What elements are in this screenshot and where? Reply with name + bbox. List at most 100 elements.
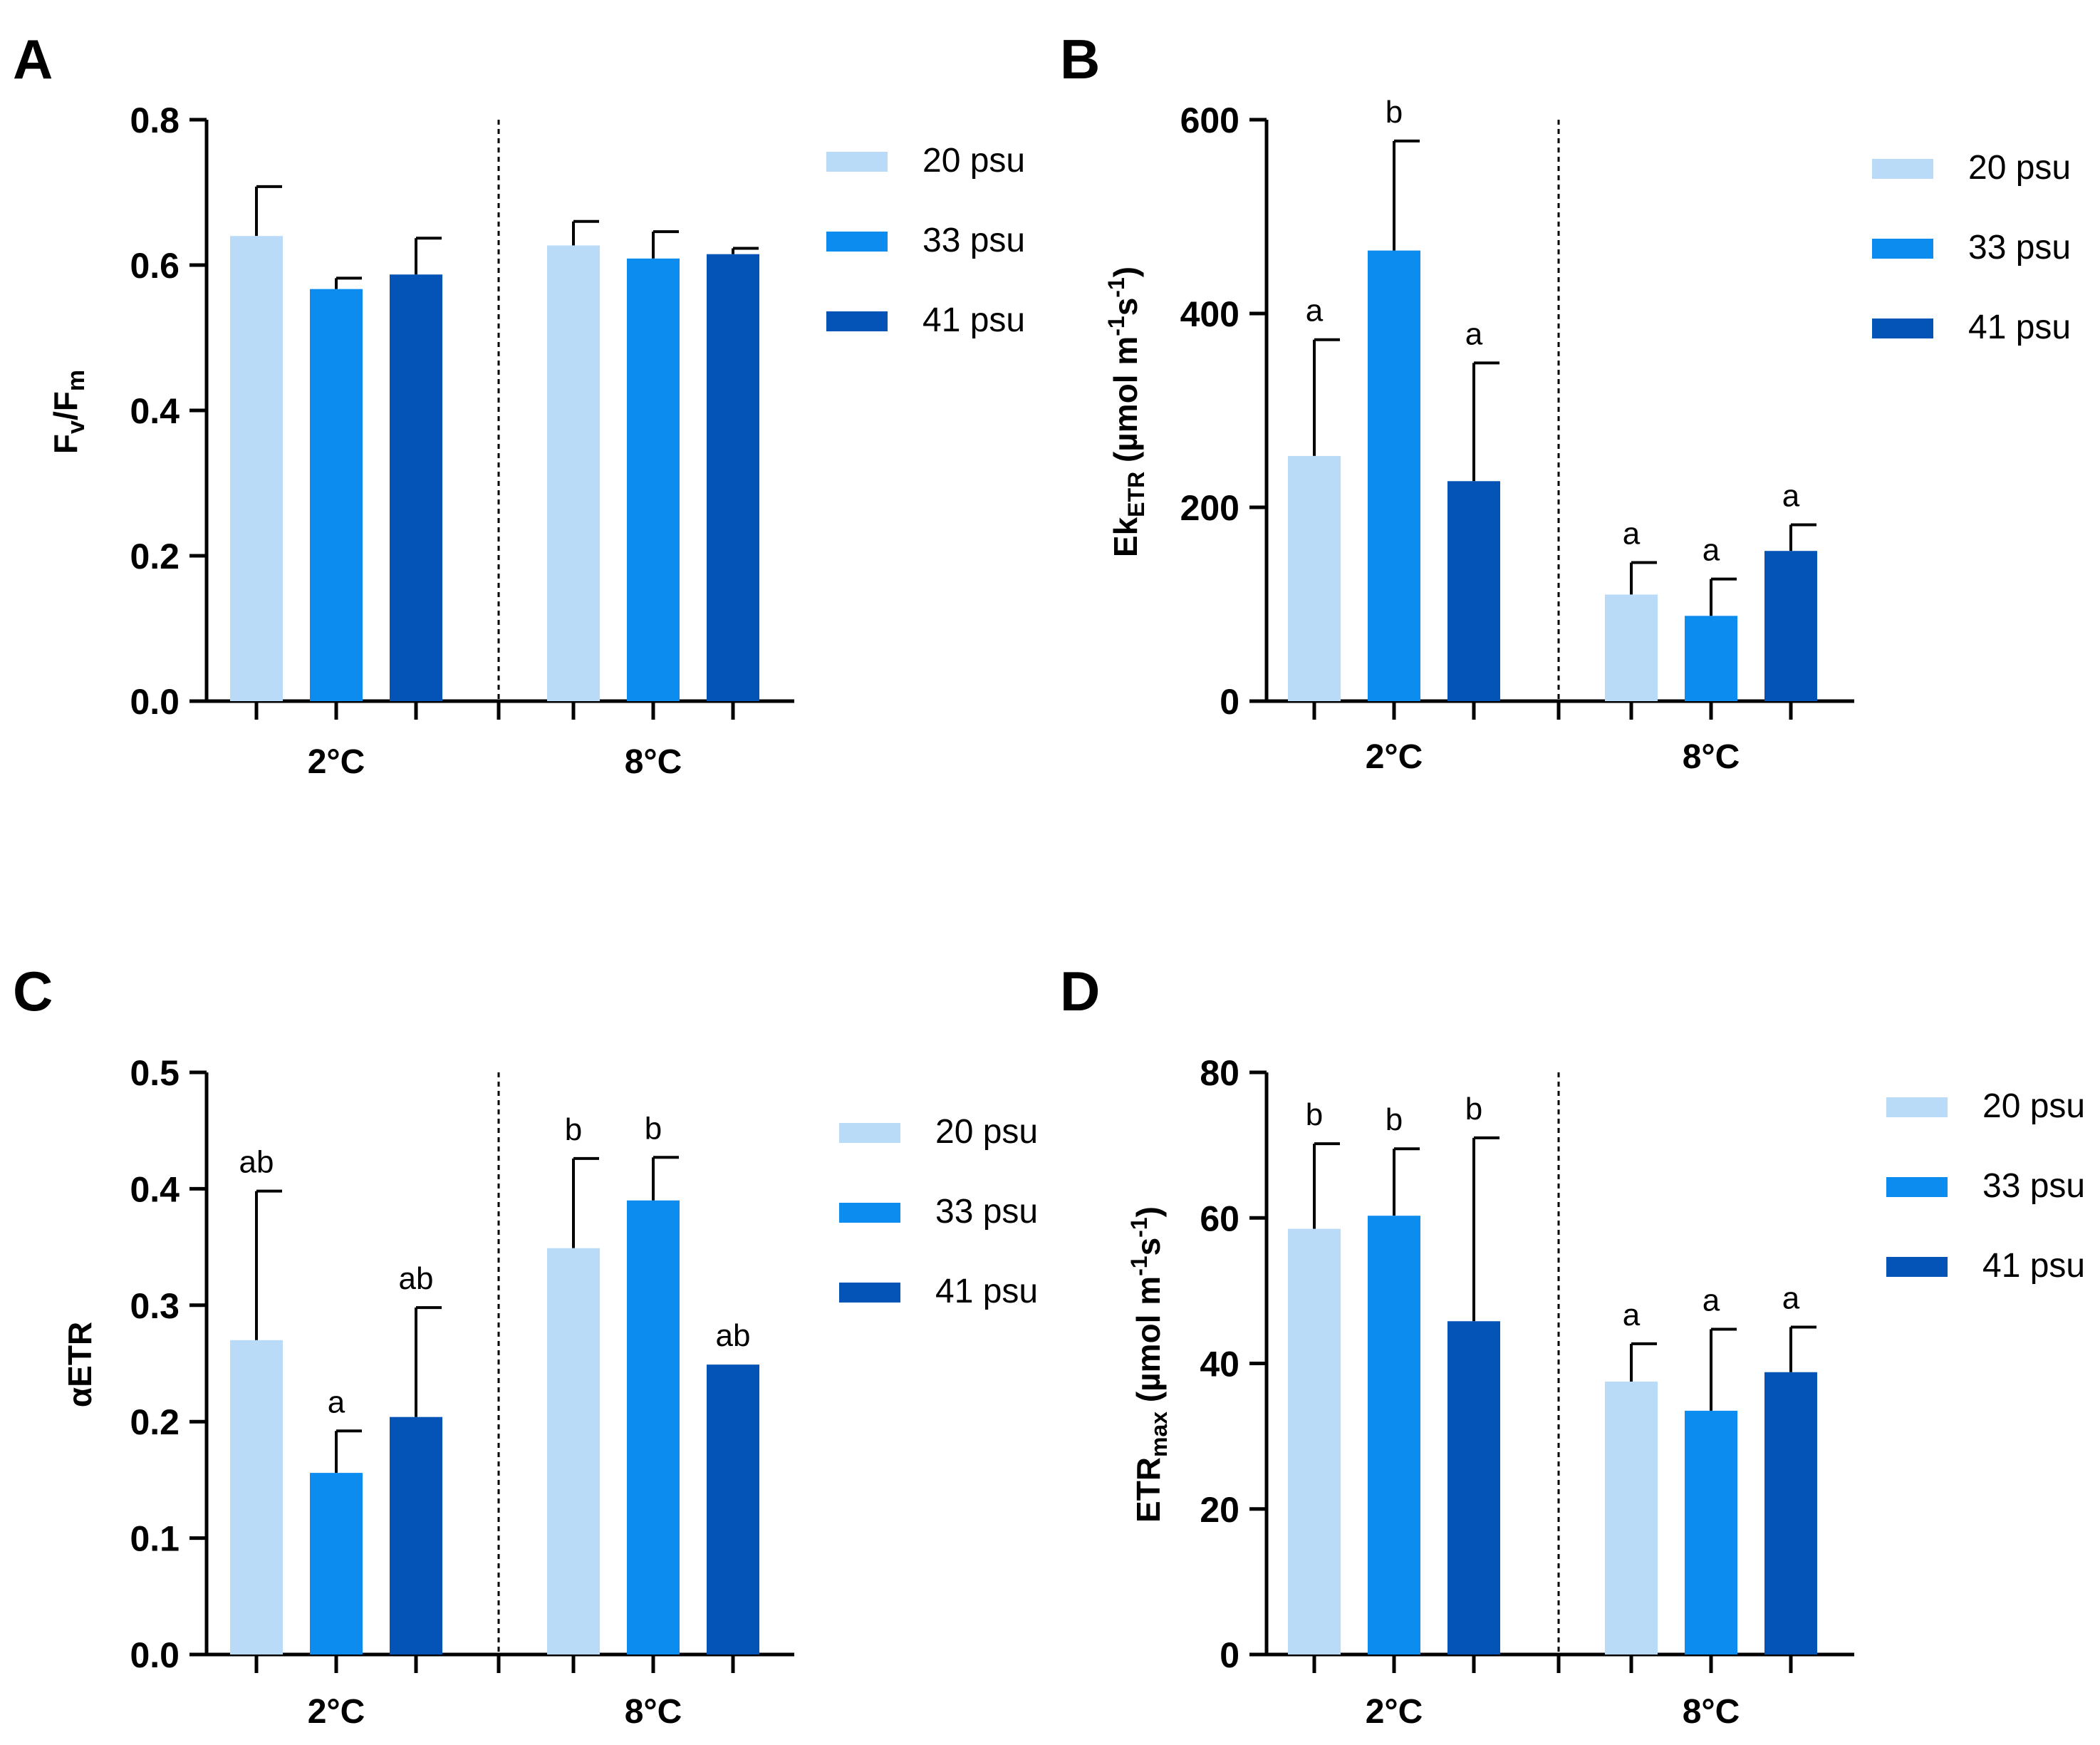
panel-d-significance-letter: a [1782,1280,1800,1315]
panel-c: C αETR 0.0 0.1 0.2 0.3 0.4 0.5 ab a ab 2°C b b ab 8°C… [13,960,1038,1731]
panel-d-y-tick-label: 20 [1200,1490,1239,1530]
panel-b-bar-33-psu [1685,616,1737,701]
panel-b-significance-letter: a [1703,533,1720,568]
panel-b-legend-label: 33 psu [1968,229,2071,266]
panel-a-y-axis-title: Fv/Fm [47,370,90,454]
panel-c-bar-41-psu [390,1417,442,1655]
panel-c-significance-letter: a [328,1384,345,1419]
panel-c-legend-swatch [839,1203,900,1223]
panel-c-category-label: 2°C [308,1693,365,1731]
panel-c-significance-letter: ab [399,1261,434,1296]
panel-d-legend-swatch [1886,1177,1948,1197]
panel-c-bar-41-psu [707,1365,759,1655]
panel-b-y-tick-label: 400 [1180,294,1239,334]
panel-c-y-axis-title: αETR [61,1322,98,1407]
panel-d-legend-swatch [1886,1257,1948,1277]
panel-a-category-label: 8°C [625,743,682,781]
panel-d-bar-20-psu [1288,1228,1341,1655]
panel-a-legend-swatch [826,232,888,252]
panel-c-legend-label: 20 psu [935,1113,1038,1151]
panel-a-bar-20-psu [547,245,600,702]
panel-d-bar-33-psu [1685,1410,1737,1655]
panel-d-legend-swatch [1886,1097,1948,1117]
panel-b-significance-letter: a [1782,478,1800,513]
panel-c-y-tick-label: 0.4 [130,1169,180,1209]
panel-c-y-tick-label: 0.3 [130,1286,180,1326]
panel-d-bar-41-psu [1764,1372,1817,1655]
panel-a-bar-33-psu [627,258,680,701]
panel-b-bar-33-psu [1368,250,1420,702]
panel-a-bar-41-psu [390,274,442,701]
panel-c-y-tick-label: 0.0 [130,1635,180,1675]
panel-c-significance-letter: b [645,1111,662,1146]
panel-b-legend-label: 41 psu [1968,309,2071,346]
panel-b-bar-41-psu [1447,481,1500,701]
panel-c-significance-letter: b [565,1112,582,1147]
panel-c-category-label: 8°C [625,1693,682,1731]
panel-b-y-tick-label: 0 [1220,682,1239,722]
panel-b-legend-swatch [1872,159,1933,179]
panel-c-y-tick-label: 0.5 [130,1053,180,1093]
panel-b-category-label: 2°C [1366,738,1423,776]
panel-d-y-tick-label: 60 [1200,1198,1239,1238]
panel-b-bar-41-psu [1764,551,1817,701]
panel-a-y-tick-label: 0.4 [130,391,180,431]
panel-b-bar-20-psu [1288,455,1341,701]
panel-c-bar-20-psu [547,1248,600,1655]
panel-d-significance-letter: b [1306,1097,1323,1132]
panel-c-bar-33-psu [310,1473,363,1655]
panel-a-category-label: 2°C [308,743,365,781]
panel-a-bar-20-psu [230,236,283,701]
panel-c-significance-letter: ab [239,1145,274,1180]
panel-b-y-tick-label: 200 [1180,488,1239,528]
panel-a-label: A [13,28,53,90]
panel-c-legend-label: 41 psu [935,1273,1038,1310]
panel-c-bar-33-psu [627,1200,680,1655]
panel-a-y-tick-label: 0.8 [130,100,180,140]
panel-d-bar-20-psu [1605,1382,1658,1655]
panel-a-bar-33-psu [310,289,363,701]
panel-d-category-label: 8°C [1683,1693,1740,1731]
panel-b: B EkETR (µmol m-1s-1) 0 200 400 600 a b a 2°C a a… [1060,28,2071,776]
panel-b-legend-swatch [1872,319,1933,338]
panel-a-legend-label: 41 psu [922,301,1025,339]
panel-a-legend-swatch [826,152,888,172]
panel-a-y-tick-label: 0.6 [130,246,180,286]
panel-a-y-tick-label: 0.2 [130,537,180,576]
panel-d-y-tick-label: 0 [1220,1635,1239,1675]
panel-c-legend-swatch [839,1283,900,1303]
panel-b-legend-swatch [1872,239,1933,259]
panel-b-y-tick-label: 600 [1180,100,1239,140]
panel-d-y-tick-label: 40 [1200,1345,1239,1384]
panel-a-legend-label: 20 psu [922,142,1025,180]
panel-b-legend-label: 20 psu [1968,149,2071,187]
panel-d-significance-letter: a [1623,1298,1641,1332]
panel-b-significance-letter: a [1306,294,1324,328]
panel-b-label: B [1060,28,1100,90]
panel-d-significance-letter: b [1465,1092,1482,1127]
panel-c-y-tick-label: 0.2 [130,1402,180,1442]
panel-a-bar-41-psu [707,254,759,701]
panel-a-legend-label: 33 psu [922,222,1025,259]
panel-b-category-label: 8°C [1683,738,1740,776]
panel-d-y-tick-label: 80 [1200,1053,1239,1093]
panel-c-legend-swatch [839,1123,900,1143]
panel-d-category-label: 2°C [1366,1693,1423,1731]
panel-d-bar-41-psu [1447,1321,1500,1655]
panel-a-legend-swatch [826,311,888,331]
panel-d-y-axis-title: ETRmax (µmol m-1s-1) [1126,1206,1172,1523]
panel-c-significance-letter: ab [716,1318,751,1353]
panel-d-significance-letter: b [1386,1102,1403,1137]
panel-a-y-tick-label: 0.0 [130,682,180,722]
panel-c-y-tick-label: 0.1 [130,1519,180,1559]
panel-d-legend-label: 41 psu [1982,1247,2085,1285]
panel-b-significance-letter: b [1386,95,1403,130]
panel-c-legend-label: 33 psu [935,1193,1038,1231]
panel-d: D ETRmax (µmol m-1s-1) 0 20 40 60 80 b b b 2°C a a… [1060,960,2085,1731]
panel-a: A Fv/Fm 0.0 0.2 0.4 0.6 0.8 2°C 8°C 20 psu 33 ps… [13,28,1025,781]
panel-d-label: D [1060,960,1100,1022]
panel-b-bar-20-psu [1605,594,1658,701]
panel-d-significance-letter: a [1703,1283,1720,1318]
panel-c-label: C [13,960,53,1022]
